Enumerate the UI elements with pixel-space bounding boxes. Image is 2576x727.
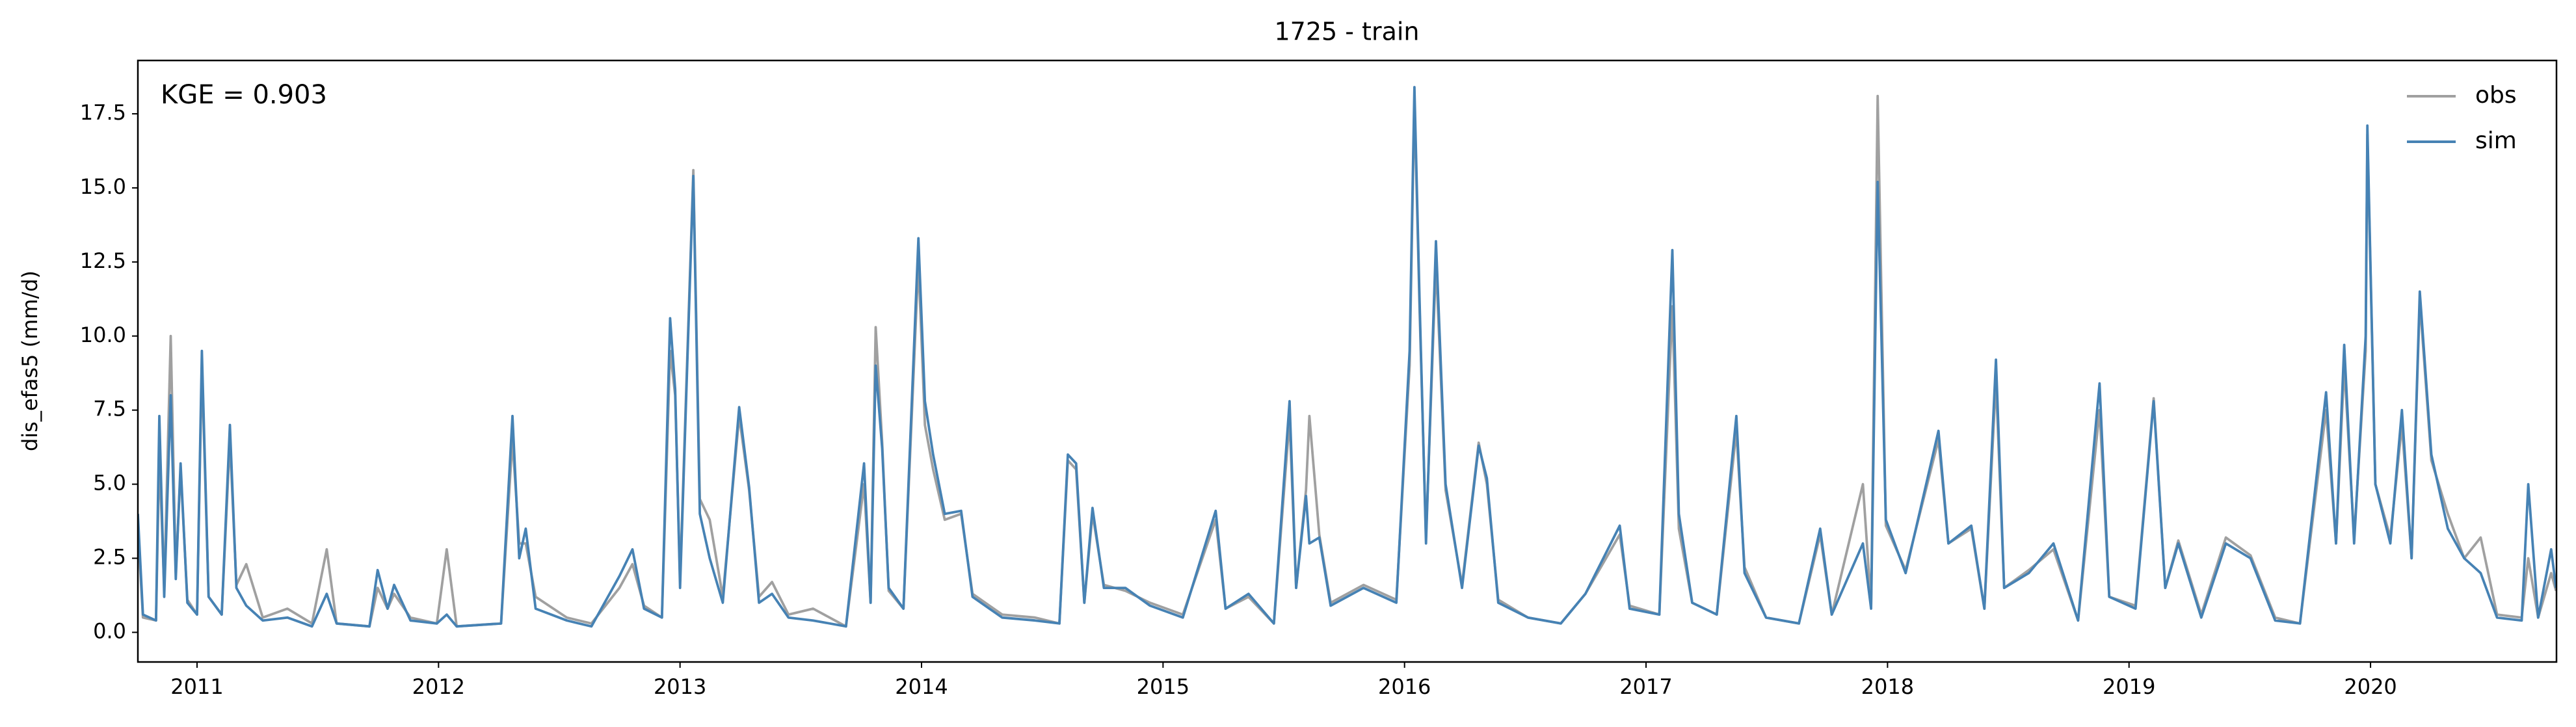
series-line <box>138 94 2556 628</box>
y-tick-label: 2.5 <box>93 545 126 570</box>
x-tick-label: 2015 <box>1137 674 1189 699</box>
chart-title: 1725 - train <box>1274 18 1419 46</box>
x-tick-label: 2014 <box>895 674 948 699</box>
series-line <box>138 86 2556 628</box>
y-axis-label: dis_efas5 (mm/d) <box>18 271 42 451</box>
x-tick-label: 2018 <box>1861 674 1914 699</box>
y-tick-label: 17.5 <box>80 100 126 125</box>
x-tick-label: 2012 <box>412 674 465 699</box>
y-tick-label: 10.0 <box>80 323 126 347</box>
y-tick-label: 5.0 <box>93 471 126 496</box>
y-tick-label: 12.5 <box>80 248 126 273</box>
x-tick-label: 2013 <box>654 674 706 699</box>
x-tick-label: 2020 <box>2344 674 2397 699</box>
plot-frame <box>137 59 2558 663</box>
legend-label: obs <box>2475 82 2517 109</box>
y-tick-label: 0.0 <box>93 618 126 643</box>
y-tick-label: 15.0 <box>80 174 126 199</box>
x-tick-label: 2016 <box>1378 674 1431 699</box>
x-tick-label: 2019 <box>2103 674 2155 699</box>
x-tick-label: 2017 <box>1619 674 1672 699</box>
annotation: KGE = 0.903 <box>161 80 327 110</box>
legend-label: sim <box>2475 127 2517 154</box>
x-tick-label: 2011 <box>170 674 223 699</box>
y-tick-label: 7.5 <box>93 397 126 421</box>
